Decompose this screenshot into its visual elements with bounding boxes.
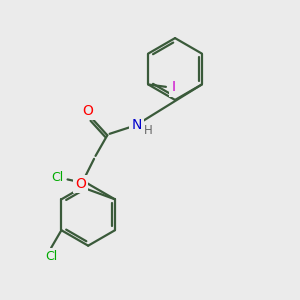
Text: N: N bbox=[132, 118, 142, 132]
Text: Cl: Cl bbox=[51, 172, 63, 184]
Text: O: O bbox=[75, 177, 86, 191]
Text: O: O bbox=[82, 104, 93, 118]
Text: H: H bbox=[144, 124, 153, 137]
Text: Cl: Cl bbox=[45, 250, 57, 262]
Text: I: I bbox=[171, 80, 175, 94]
